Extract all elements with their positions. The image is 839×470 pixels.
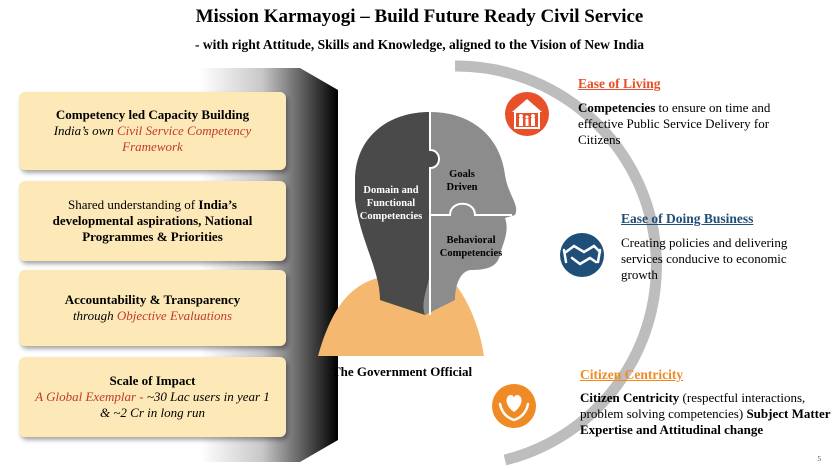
box-capacity-building-text: India’s own	[53, 123, 118, 138]
head-light-half	[423, 112, 517, 315]
head-label-goals: Goals Driven	[446, 169, 478, 193]
ease-of-business-title: Ease of Doing Business	[621, 211, 754, 226]
box-capacity-building-highlight: Civil Service Competency Framework	[117, 123, 252, 154]
box-accountability-highlight: Objective Evaluations	[116, 308, 233, 323]
head-label-behavioral: Behavioral Competencies	[439, 235, 503, 259]
heart-hands-icon	[498, 395, 530, 422]
ease-of-living-icon-circle	[505, 92, 549, 136]
ease-of-business-icon-circle	[560, 233, 604, 277]
ease-of-living-title: Ease of Living	[578, 76, 661, 91]
family-home-icon	[512, 99, 542, 129]
citizen-centricity-body: Citizen Centricity (respectful interacti…	[580, 390, 832, 438]
page-subtitle: - with right Attitude, Skills and Knowle…	[195, 37, 644, 52]
box-accountability-heading: Accountability & Transparency	[64, 292, 241, 307]
citizen-centricity-title: Citizen Centricity	[580, 367, 684, 382]
citizen-centricity-bold: Citizen Centricity	[580, 390, 680, 405]
box-capacity-building-heading: Competency led Capacity Building	[55, 107, 250, 122]
ease-of-living-body: Competencies to ensure on time and effec…	[578, 100, 803, 148]
citizen-centricity-text: (respectful interactions, problem solvin…	[580, 390, 806, 421]
page-title: Mission Karmayogi – Build Future Ready C…	[195, 6, 644, 27]
box-capacity-building: Competency led Capacity Building India’s…	[19, 92, 286, 170]
box-scale-text: ~30 Lac users in year 1 & ~2 Cr in long …	[100, 389, 270, 420]
box-accountability: Accountability & Transparency through Ob…	[19, 270, 286, 346]
puzzle-divider	[430, 202, 512, 216]
outer-arc	[454, 60, 662, 466]
box-shared-understanding: Shared understanding of India’s developm…	[19, 181, 286, 261]
ease-of-living-bold: Competencies	[578, 100, 656, 115]
ease-of-living-text: to ensure on time and effective Public S…	[578, 100, 771, 147]
box-shared-understanding-text: Shared understanding of	[68, 197, 199, 212]
citizen-centricity-bold2: Subject Matter Expertise and Attitudinal…	[580, 406, 831, 437]
head-dark-half	[355, 112, 439, 315]
head-caption: The Government Official	[332, 364, 473, 379]
head-label-domain: Domain and Functional Competencies	[359, 185, 423, 222]
page-number: 5	[817, 455, 822, 463]
handshake-icon	[562, 244, 602, 266]
box-accountability-text: through	[72, 308, 117, 323]
box-shared-understanding-bold: India’s developmental aspirations, Natio…	[52, 197, 253, 244]
box-scale-highlight: A Global Exemplar -	[35, 389, 147, 404]
ease-of-business-body: Creating policies and delivering service…	[621, 235, 788, 282]
box-scale-of-impact: Scale of Impact A Global Exemplar - ~30 …	[19, 357, 286, 437]
box-scale-heading: Scale of Impact	[109, 373, 196, 388]
